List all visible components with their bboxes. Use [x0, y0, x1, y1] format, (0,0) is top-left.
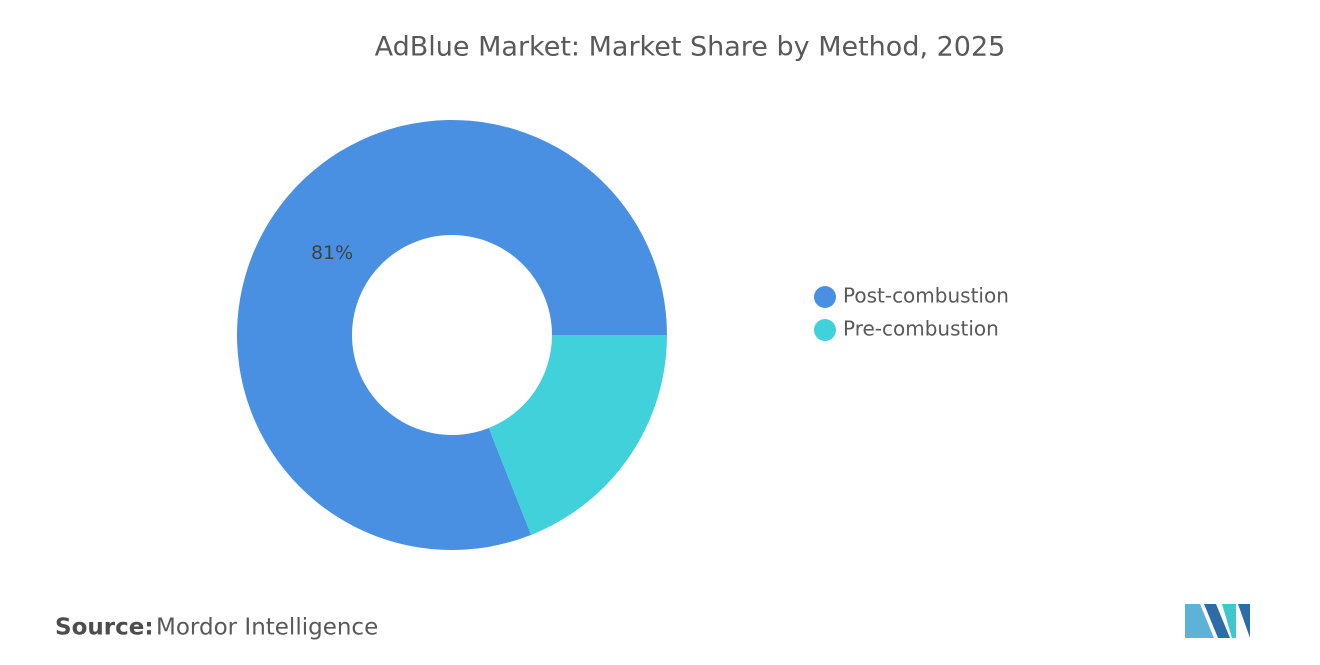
- donut-slice: [237, 120, 668, 551]
- chart-title: AdBlue Market: Market Share by Method, 2…: [375, 32, 1006, 63]
- data-label: 81%: [311, 242, 353, 264]
- donut-slice: [488, 335, 667, 535]
- source: Mordor Intelligence: [156, 615, 378, 641]
- source-label: Source:: [55, 615, 154, 641]
- legend-marker: [814, 319, 836, 341]
- legend-label: Pre-combustion: [843, 317, 999, 341]
- logo: [1185, 604, 1250, 638]
- legend-marker: [814, 286, 836, 308]
- legend-label: Post-combustion: [843, 284, 1009, 308]
